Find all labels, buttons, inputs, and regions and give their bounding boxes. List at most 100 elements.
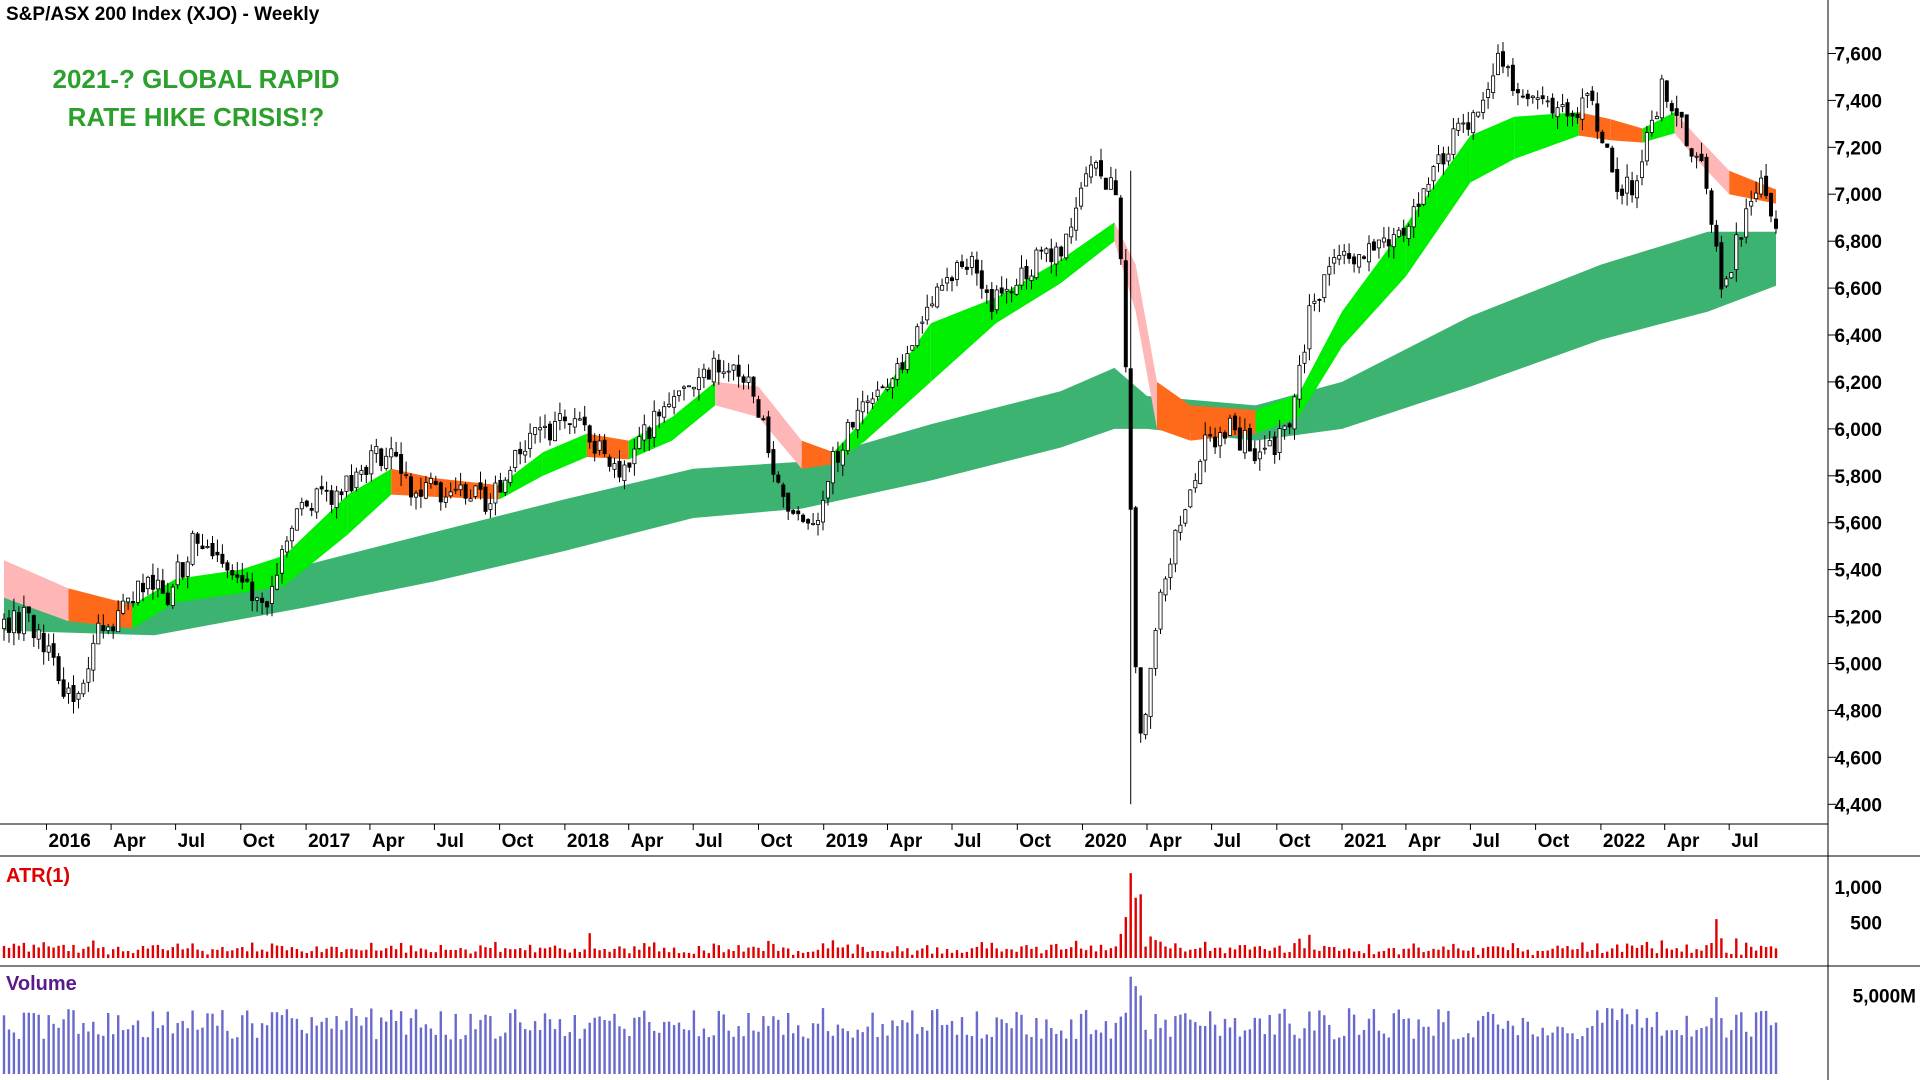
atr-bar — [1496, 946, 1500, 958]
atr-bar — [414, 951, 418, 958]
atr-bar — [1347, 948, 1351, 958]
candle-body-up — [1436, 154, 1441, 165]
atr-bar — [742, 951, 745, 958]
candle-body-up — [1654, 116, 1659, 120]
atr-bar — [92, 940, 95, 958]
atr-bar — [573, 948, 576, 958]
volume-bar — [1685, 1015, 1688, 1074]
volume-bar — [1472, 1037, 1475, 1074]
volume-bar — [1754, 1012, 1758, 1074]
volume-bar — [1402, 1019, 1405, 1074]
atr-bar — [871, 950, 874, 958]
atr-bar — [722, 952, 725, 958]
atr-bar — [528, 944, 532, 958]
candle-body-down — [592, 440, 597, 454]
atr-bar — [102, 947, 105, 958]
atr-bar — [390, 945, 393, 958]
atr-bar — [117, 946, 120, 958]
volume-bar — [300, 1029, 303, 1074]
atr-bar — [1546, 950, 1549, 958]
volume-bar — [1486, 1011, 1490, 1074]
atr-bar — [216, 949, 219, 958]
candle-body-down — [950, 277, 955, 281]
candle-body-down — [240, 575, 245, 583]
atr-bar — [32, 944, 35, 958]
candle-body-up — [66, 687, 71, 694]
volume-bar — [1343, 1035, 1346, 1074]
volume-bar — [474, 1029, 477, 1074]
candle-body-up — [145, 576, 150, 590]
candle-body-down — [418, 489, 423, 497]
atr-bar — [454, 950, 457, 958]
volume-bar — [1705, 1026, 1708, 1074]
atr-bar — [598, 950, 601, 958]
volume-bar — [821, 1008, 825, 1074]
candle-body-down — [349, 474, 354, 492]
volume-bar — [1218, 1035, 1222, 1074]
atr-bar — [1243, 945, 1247, 958]
short-band-segment-up — [672, 381, 716, 441]
atr-bar — [424, 949, 428, 958]
candle-body-down — [567, 423, 572, 426]
candle-body-down — [1133, 507, 1138, 668]
volume-bar — [449, 1039, 452, 1074]
candle-body-up — [1292, 396, 1297, 430]
atr-bar — [583, 949, 586, 958]
candle-body-up — [468, 498, 473, 502]
atr-bar — [1218, 947, 1222, 958]
atr-bar — [831, 940, 835, 958]
atr-bar — [1710, 943, 1713, 958]
candle-body-up — [553, 421, 558, 442]
candle-body-down — [1540, 95, 1545, 100]
candle-body-up — [1530, 95, 1535, 98]
atr-bar — [176, 943, 179, 958]
volume-bar — [955, 1034, 959, 1074]
atr-bar — [1680, 951, 1683, 958]
atr-bar — [97, 948, 100, 958]
candle-body-down — [1223, 432, 1228, 439]
atr-bar — [77, 952, 80, 958]
long-term-ma-band — [4, 231, 1776, 636]
volume-bar — [1248, 1029, 1252, 1074]
candle-body-down — [1362, 256, 1367, 259]
candle-body-up — [1153, 630, 1158, 669]
candle-body-down — [1024, 265, 1029, 280]
candle-body-down — [304, 500, 309, 507]
candle-body-up — [642, 424, 647, 441]
volume-bar — [1611, 1008, 1614, 1074]
annotation-line-1: 2021-? GLOBAL RAPID — [52, 64, 339, 94]
volume-bar — [1099, 1032, 1103, 1074]
atr-bar — [1134, 897, 1137, 958]
candle-body-down — [587, 425, 592, 443]
candle-body-up — [1277, 428, 1282, 454]
volume-bar — [1377, 1030, 1381, 1074]
volume-bar — [702, 1028, 706, 1074]
candle-body-up — [1178, 524, 1183, 533]
volume-bar — [429, 1028, 433, 1074]
short-band-segment-up — [1514, 112, 1579, 159]
volume-bar — [1030, 1037, 1033, 1074]
atr-bar — [1566, 946, 1569, 958]
atr-bar — [1248, 949, 1252, 958]
volume-bar — [1511, 1025, 1515, 1074]
atr-bar — [1506, 950, 1510, 958]
volume-bars — [2, 976, 1778, 1074]
atr-bar — [1700, 950, 1703, 958]
volume-bar — [1223, 1018, 1227, 1074]
atr-bar — [1089, 945, 1093, 958]
volume-bar — [608, 1020, 611, 1074]
candle-body-up — [1332, 257, 1337, 264]
candle-body-down — [1769, 193, 1774, 217]
volume-bar — [1392, 1013, 1395, 1074]
candle-body-down — [1103, 177, 1108, 190]
time-tick-label: 2016 — [49, 831, 91, 852]
volume-bar — [692, 1010, 696, 1074]
candle-body-up — [1357, 254, 1362, 268]
candle-body-down — [1689, 148, 1694, 157]
candle-body-down — [1774, 218, 1779, 229]
candle-body-up — [175, 561, 180, 586]
volume-bar — [22, 1012, 26, 1074]
atr-bar — [360, 950, 363, 958]
volume-bar — [504, 1032, 507, 1074]
